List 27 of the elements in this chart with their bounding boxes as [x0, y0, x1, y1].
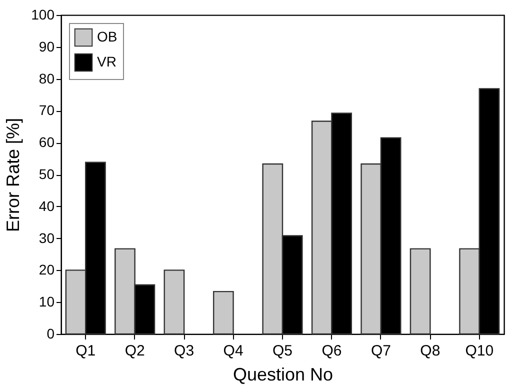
bar	[212, 290, 234, 335]
x-tick-label: Q2	[124, 342, 145, 360]
y-axis-title: Error Rate [%]	[3, 118, 24, 232]
x-tick-label: Q3	[174, 342, 194, 360]
x-tick-label: Q7	[370, 342, 391, 360]
x-tick-label: Q4	[223, 342, 244, 360]
y-tick-label: 100	[31, 6, 55, 22]
y-tick-label: 70	[38, 102, 55, 118]
y-tick-label: 50	[38, 166, 55, 182]
legend-label: VR	[97, 54, 116, 70]
x-tick-label: Q8	[420, 342, 440, 360]
y-tick-label: 40	[38, 198, 55, 214]
y-tick-label: 80	[38, 70, 55, 86]
y-tick-label: 60	[38, 134, 55, 150]
y-tick-label: 90	[38, 38, 55, 54]
x-axis-title: Question No	[232, 364, 334, 384]
bar	[164, 270, 185, 335]
legend-label: OB	[97, 28, 118, 44]
x-tick-label: Q5	[272, 342, 293, 360]
x-tick-label: Q1	[76, 342, 96, 360]
y-tick-label: 0	[46, 326, 55, 342]
y-tick-label: 30	[38, 230, 55, 246]
y-tick-label: 20	[38, 262, 55, 278]
x-tick-label: Q10	[465, 342, 494, 360]
bar	[410, 248, 431, 335]
y-tick-label: 10	[38, 294, 55, 310]
x-tick-label: Q6	[322, 342, 342, 360]
